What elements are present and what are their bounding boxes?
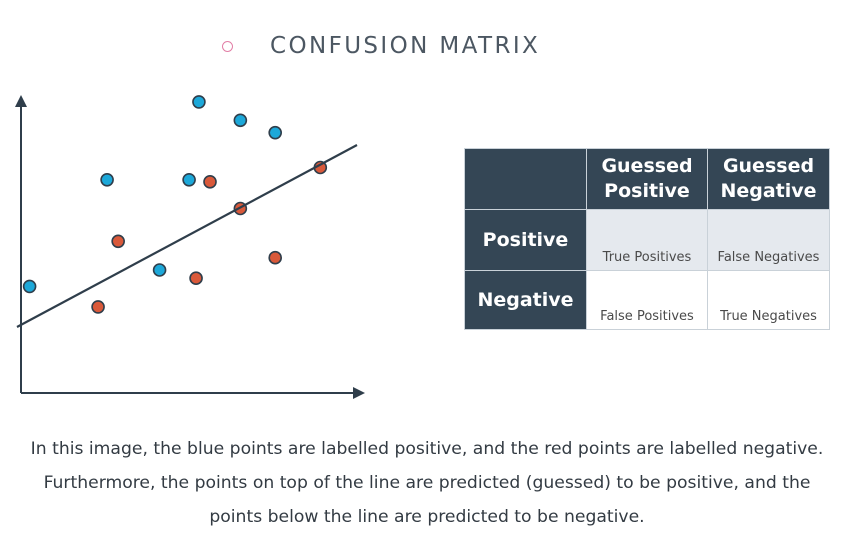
negative-point: [268, 250, 283, 265]
circle-bullet-icon: [222, 40, 233, 52]
col-header-line: Guessed: [601, 155, 693, 177]
plot-axes: [15, 95, 365, 399]
row-header-negative: Negative: [464, 270, 587, 330]
x-axis-arrow-icon: [353, 387, 365, 399]
positive-point: [100, 173, 114, 187]
col-header-line: Guessed: [722, 155, 815, 177]
col-header-line: Negative: [720, 180, 817, 202]
cell-false-negatives: False Negatives: [707, 209, 830, 271]
col-header-guessed-positive: Guessed Positive: [586, 148, 708, 210]
title-row: CONFUSION MATRIX: [222, 30, 540, 62]
matrix-header-row: Guessed Positive Guessed Negative: [464, 148, 830, 210]
page-title: CONFUSION MATRIX: [270, 33, 541, 59]
decision-line: [16, 144, 358, 328]
positive-point: [182, 173, 196, 187]
description-text: In this image, the blue points are label…: [30, 439, 824, 527]
matrix-corner: [464, 148, 587, 210]
positive-point: [152, 263, 167, 277]
positive-point: [233, 113, 248, 128]
cell-false-positives: False Positives: [586, 270, 708, 330]
matrix-row-positive: Positive True Positives False Negatives: [464, 209, 830, 271]
negative-point: [203, 175, 217, 189]
decision-line-group: [16, 144, 358, 328]
y-axis-arrow-icon: [15, 95, 27, 107]
negative-point: [91, 300, 105, 314]
cell-true-positives: True Positives: [586, 209, 708, 271]
positive-point: [22, 279, 37, 294]
cell-true-negatives: True Negatives: [707, 270, 830, 330]
confusion-matrix-table: Guessed Positive Guessed Negative Positi…: [464, 148, 830, 330]
negative-point: [189, 271, 203, 286]
col-header-guessed-negative: Guessed Negative: [707, 148, 830, 210]
plot-points: [22, 95, 328, 314]
row-header-positive: Positive: [464, 209, 587, 271]
positive-point: [268, 125, 283, 140]
negative-point: [111, 234, 125, 249]
col-header-line: Positive: [604, 180, 690, 202]
scatter-plot: [15, 95, 365, 399]
positive-point: [192, 95, 206, 109]
matrix-row-negative: Negative False Positives True Negatives: [464, 270, 830, 330]
